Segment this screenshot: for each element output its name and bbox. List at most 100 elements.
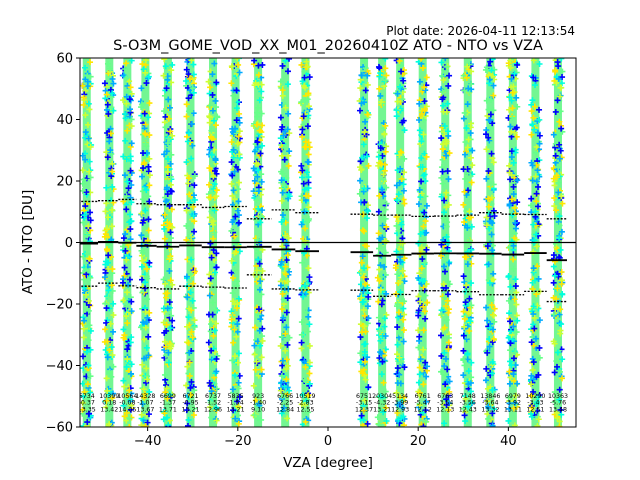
scatter-point (557, 330, 564, 337)
scatter-point (550, 311, 557, 318)
scatter-point (463, 125, 470, 132)
scatter-point (167, 325, 174, 332)
scatter-point (127, 396, 134, 403)
scatter-point (505, 297, 512, 304)
scatter-point (438, 352, 445, 359)
scatter-point (189, 142, 196, 149)
scatter-point (145, 352, 152, 359)
scatter-point (257, 150, 264, 157)
scatter-point (528, 339, 535, 346)
scatter-point (532, 173, 539, 180)
scatter-point (141, 130, 148, 137)
scatter-point (207, 194, 214, 201)
scatter-point (189, 297, 196, 304)
scatter-point (415, 379, 422, 386)
scatter-point (443, 402, 450, 409)
scatter-point (530, 114, 537, 121)
scatter-point (282, 58, 289, 64)
scatter-point (165, 359, 172, 366)
scatter-point (212, 306, 219, 313)
scatter-point (467, 388, 474, 395)
scatter-point (396, 371, 403, 378)
scatter-point (162, 63, 169, 70)
scatter-point (298, 319, 305, 326)
scatter-point (484, 385, 491, 392)
scatter-point (85, 362, 92, 369)
scatter-point (396, 152, 403, 159)
scatter-point (303, 192, 310, 199)
scatter-point (80, 334, 87, 341)
bin-points (277, 58, 293, 427)
scatter-point (230, 216, 237, 223)
scatter-point (138, 210, 145, 217)
scatter-point (302, 418, 309, 425)
scatter-point (422, 87, 429, 94)
scatter-point (229, 125, 236, 132)
scatter-point (284, 341, 291, 348)
scatter-point (419, 164, 426, 171)
scatter-point (299, 391, 306, 398)
scatter-point (556, 213, 563, 220)
scatter-point (462, 148, 469, 155)
scatter-point (257, 342, 264, 349)
scatter-point (550, 175, 557, 182)
scatter-point (401, 127, 408, 134)
scatter-point (485, 415, 492, 422)
bin-std-label: 12.37 (355, 406, 373, 413)
scatter-point (283, 356, 290, 363)
scatter-point (255, 205, 262, 212)
scatter-point (184, 363, 191, 370)
scatter-point (87, 217, 94, 224)
scatter-point (86, 255, 93, 262)
scatter-point (362, 281, 369, 288)
scatter-point (468, 68, 475, 75)
scatter-point (423, 246, 430, 253)
scatter-point (207, 328, 214, 335)
bin-points (374, 58, 390, 427)
scatter-point (438, 193, 445, 200)
scatter-point (259, 246, 266, 253)
scatter-point (186, 75, 193, 82)
scatter-point (251, 411, 258, 418)
bin-mean-label: -0.08 (119, 400, 135, 407)
scatter-point (210, 394, 217, 401)
scatter-point (168, 206, 175, 213)
scatter-point (380, 409, 387, 416)
scatter-point (278, 258, 285, 265)
scatter-point (557, 246, 564, 253)
scatter-point (83, 189, 90, 196)
scatter-point (122, 137, 129, 144)
scatter-point (108, 282, 115, 289)
scatter-point (398, 68, 405, 75)
scatter-point (207, 275, 214, 282)
scatter-point (306, 370, 313, 377)
scatter-point (416, 270, 423, 277)
scatter-point (208, 151, 215, 158)
scatter-point (555, 189, 562, 196)
bin-std-label: 13.71 (159, 406, 177, 413)
scatter-point (554, 363, 561, 370)
scatter-point (483, 365, 490, 372)
scatter-point (358, 259, 365, 266)
scatter-point (280, 314, 287, 321)
scatter-point (460, 72, 467, 79)
scatter-point (303, 396, 310, 403)
scatter-point (128, 402, 135, 409)
scatter-point (231, 250, 238, 257)
scatter-point (554, 59, 561, 66)
scatter-point (106, 138, 113, 145)
bin-mean-label: -0.95 (182, 400, 198, 407)
scatter-point (551, 398, 558, 405)
scatter-point (555, 75, 562, 82)
scatter-point (162, 280, 169, 287)
scatter-point (145, 163, 152, 170)
scatter-point (110, 80, 117, 87)
scatter-point (421, 259, 428, 266)
scatter-point (381, 323, 388, 330)
scatter-point (146, 172, 153, 179)
scatter-point (233, 117, 240, 124)
scatter-point (445, 346, 452, 353)
scatter-point (235, 61, 242, 68)
scatter-point (527, 202, 534, 209)
scatter-point (139, 61, 146, 68)
